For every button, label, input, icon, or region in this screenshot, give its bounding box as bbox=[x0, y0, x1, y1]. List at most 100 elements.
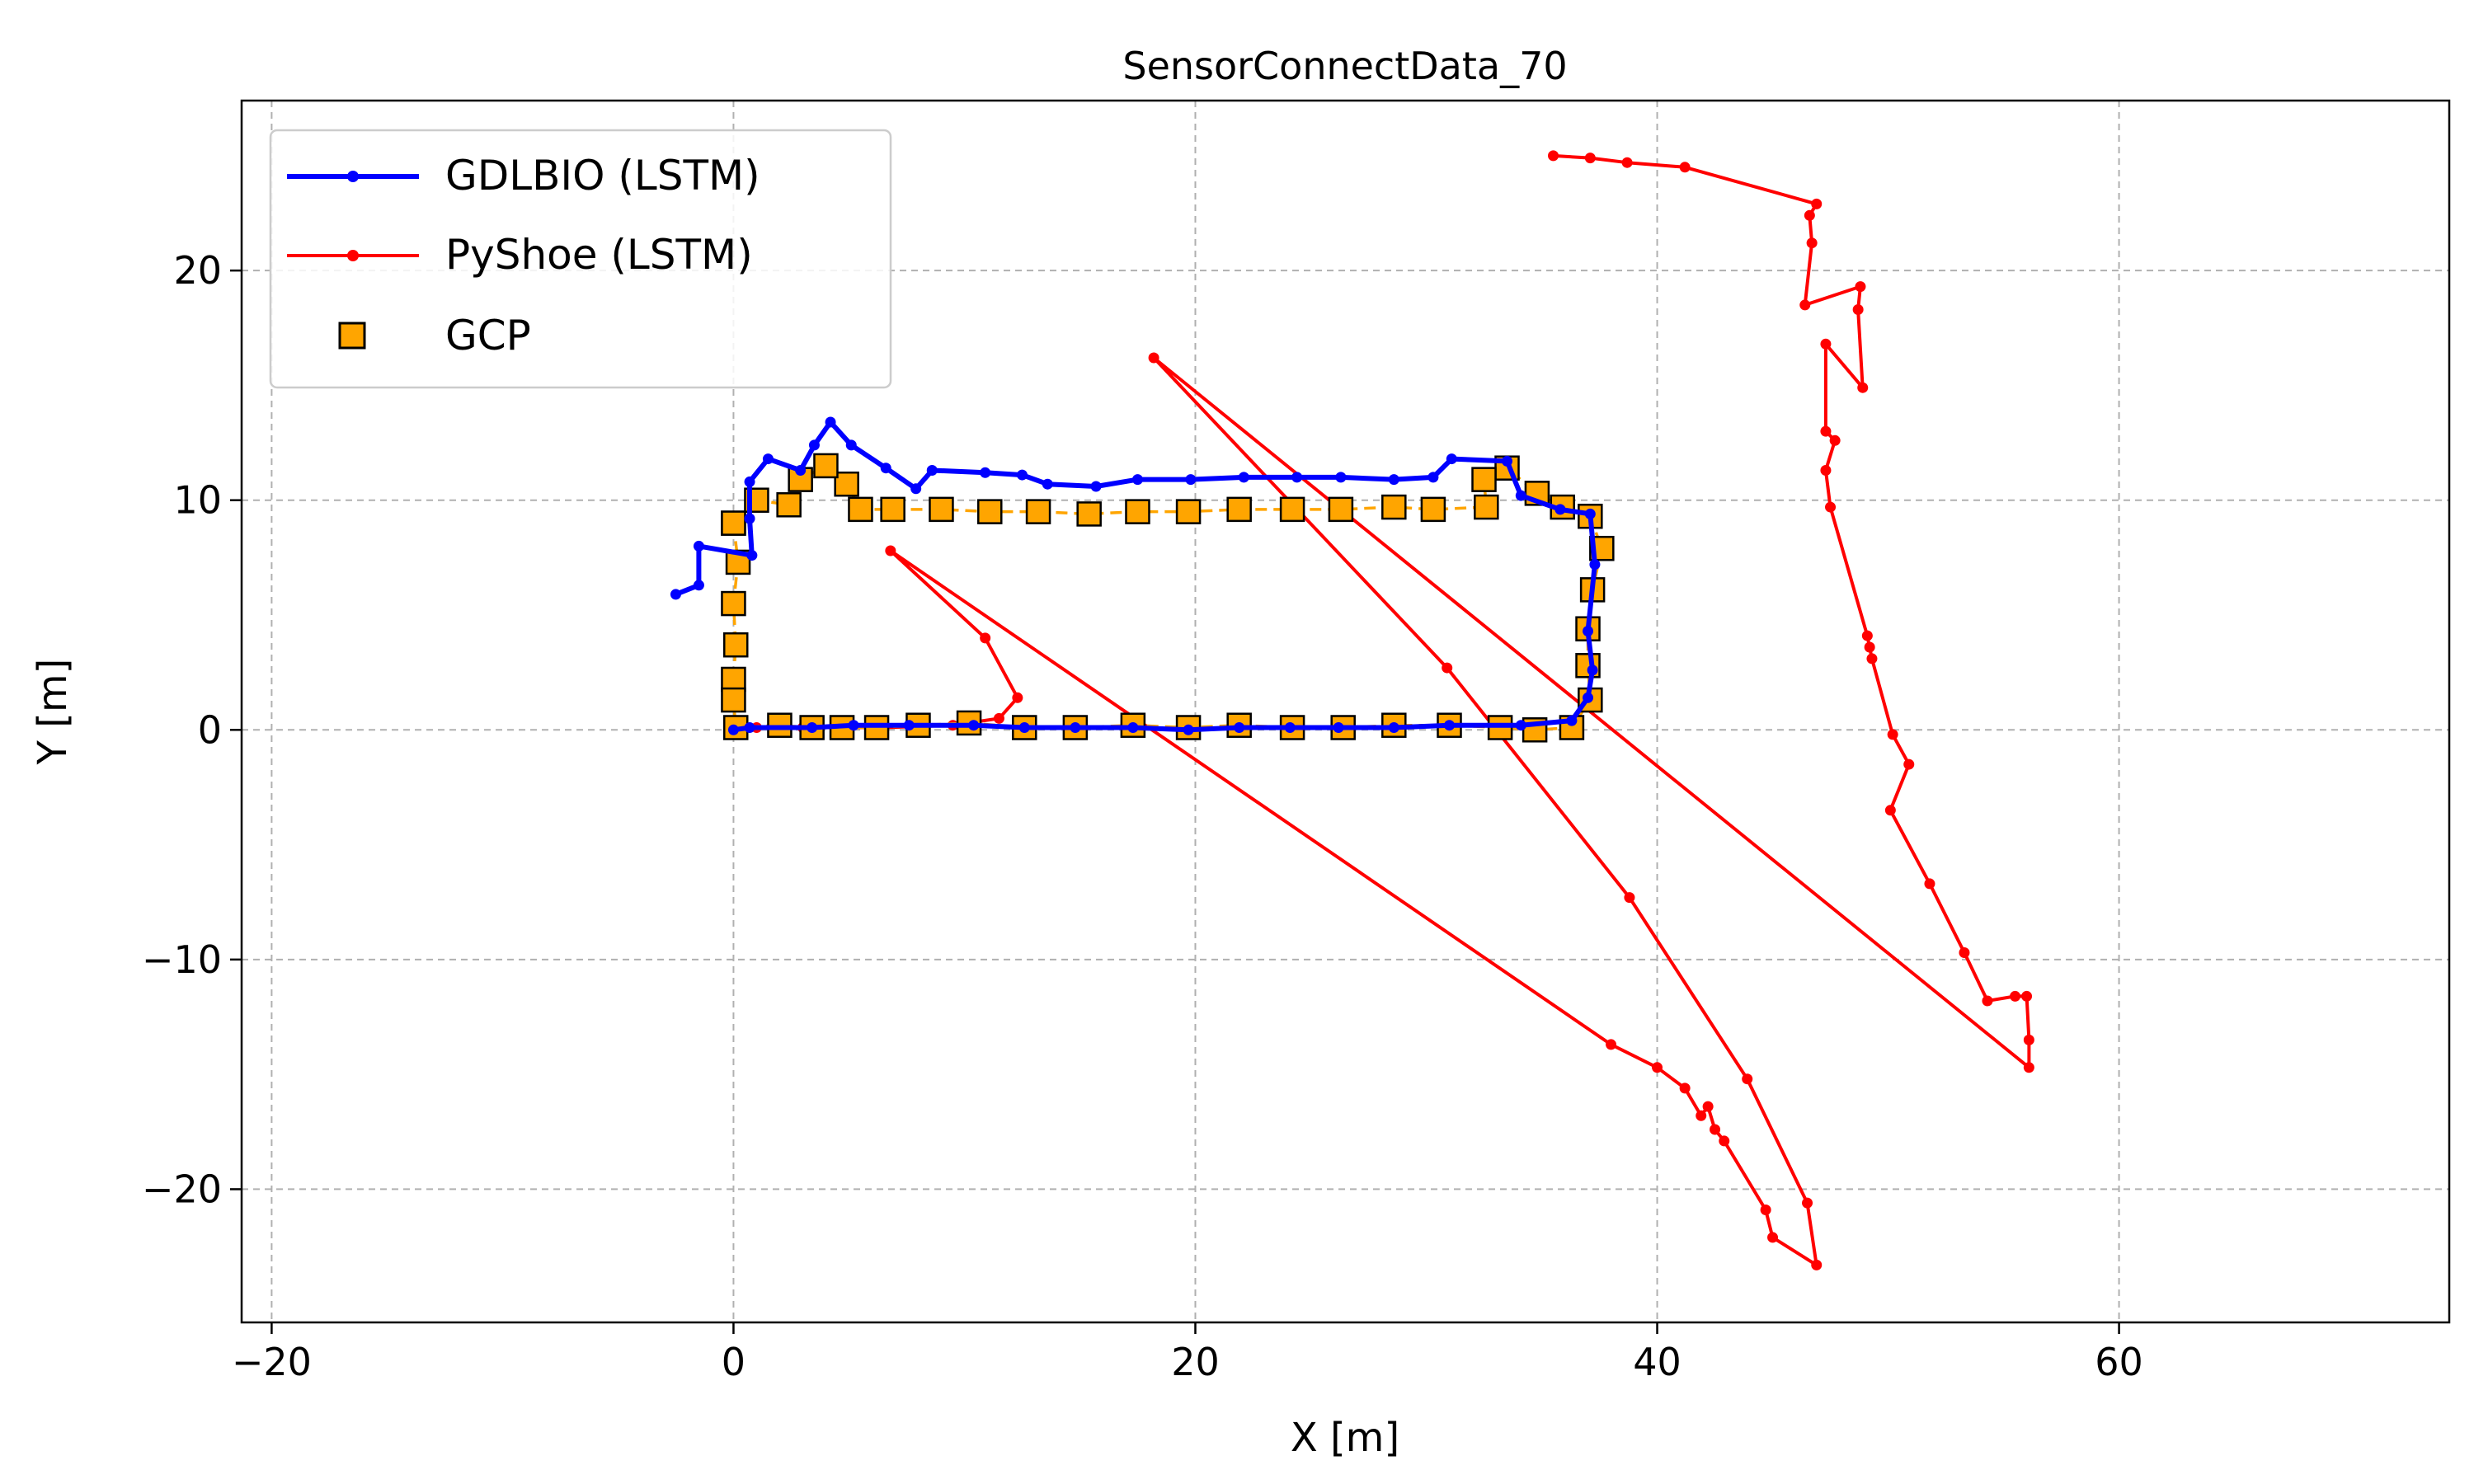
data-point-gdlbio bbox=[1584, 508, 1596, 519]
y-tick-label: −20 bbox=[142, 1167, 222, 1211]
data-point-pyshoe bbox=[1825, 501, 1837, 513]
data-point-pyshoe bbox=[1884, 805, 1896, 816]
data-point-pyshoe bbox=[1857, 382, 1869, 393]
x-tick-label: 40 bbox=[1633, 1340, 1681, 1384]
data-point-gcp bbox=[1279, 496, 1305, 523]
data-point-pyshoe bbox=[980, 632, 991, 644]
data-point-gcp bbox=[721, 590, 746, 617]
data-point-gdlbio bbox=[1335, 472, 1347, 483]
data-point-gdlbio bbox=[1388, 722, 1399, 733]
data-point-gcp bbox=[813, 453, 839, 479]
data-point-gdlbio bbox=[670, 589, 681, 600]
data-point-pyshoe bbox=[1820, 465, 1832, 476]
data-point-gdlbio bbox=[807, 722, 818, 733]
data-point-gdlbio bbox=[1238, 472, 1249, 483]
data-point-gdlbio bbox=[1284, 722, 1296, 733]
data-point-pyshoe bbox=[1959, 947, 1970, 958]
data-point-gdlbio bbox=[727, 724, 739, 735]
data-point-gdlbio bbox=[1587, 665, 1598, 676]
grid-lines bbox=[242, 101, 2449, 1322]
data-point-gcp bbox=[1420, 496, 1446, 523]
data-point-pyshoe bbox=[1866, 653, 1878, 665]
data-point-pyshoe bbox=[1829, 434, 1841, 446]
data-point-gdlbio bbox=[1183, 724, 1194, 735]
y-axis-label: Y [m] bbox=[30, 659, 76, 766]
data-point-gcp bbox=[1471, 467, 1497, 492]
data-point-gdlbio bbox=[1554, 504, 1566, 515]
data-point-gdlbio bbox=[910, 483, 922, 495]
data-point-gdlbio bbox=[880, 463, 891, 474]
data-point-gcp bbox=[721, 510, 746, 536]
legend-entry-gdlbio: GDLBIO (LSTM) bbox=[287, 152, 760, 200]
legend-marker-gdlbio bbox=[347, 171, 359, 182]
data-point-pyshoe bbox=[1679, 1082, 1691, 1094]
data-point-pyshoe bbox=[1710, 1124, 1721, 1135]
data-point-gdlbio bbox=[1446, 453, 1457, 465]
data-point-gcp bbox=[1381, 494, 1407, 520]
legend-box bbox=[269, 129, 892, 389]
data-point-gcp bbox=[848, 496, 873, 523]
data-point-gdlbio bbox=[808, 439, 820, 451]
data-point-pyshoe bbox=[1652, 1062, 1663, 1073]
data-point-pyshoe bbox=[1442, 662, 1453, 674]
data-point-gdlbio bbox=[1515, 490, 1526, 501]
legend-marker-gcp bbox=[338, 322, 366, 350]
data-point-gcp bbox=[880, 496, 905, 523]
data-point-pyshoe bbox=[1584, 153, 1596, 164]
data-point-gcp bbox=[1328, 496, 1354, 523]
data-point-gcp bbox=[1125, 499, 1150, 524]
data-point-gdlbio bbox=[1333, 722, 1344, 733]
data-point-gdlbio bbox=[1589, 559, 1601, 571]
data-point-gdlbio bbox=[1388, 474, 1399, 486]
series-gdlbio bbox=[670, 416, 1601, 735]
data-point-gcp bbox=[1076, 501, 1102, 527]
data-point-pyshoe bbox=[2023, 1062, 2034, 1073]
plot-frame bbox=[240, 99, 2451, 1324]
data-point-gdlbio bbox=[744, 722, 755, 733]
legend-label-gdlbio: GDLBIO (LSTM) bbox=[445, 152, 760, 200]
data-point-pyshoe bbox=[885, 545, 896, 556]
data-point-gdlbio bbox=[1042, 478, 1053, 490]
data-point-gdlbio bbox=[1127, 722, 1139, 733]
data-point-gcp bbox=[722, 632, 749, 658]
legend: GDLBIO (LSTM) PyShoe (LSTM) GCP bbox=[269, 129, 892, 389]
data-point-gdlbio bbox=[1291, 472, 1303, 483]
chart-title: SensorConnectData_70 bbox=[1122, 44, 1567, 88]
y-axis: −20 −10 0 10 20 bbox=[142, 248, 242, 1211]
x-axis: −20 0 20 40 60 bbox=[232, 1322, 2143, 1384]
x-tick-label: 0 bbox=[722, 1340, 745, 1384]
x-axis-label: X [m] bbox=[1291, 1415, 1399, 1461]
legend-entry-gcp: GCP bbox=[338, 312, 531, 359]
legend-entry-pyshoe: PyShoe (LSTM) bbox=[287, 231, 753, 279]
data-point-pyshoe bbox=[1982, 995, 1993, 1007]
data-point-gcp bbox=[1025, 499, 1051, 524]
data-point-pyshoe bbox=[2021, 990, 2033, 1002]
data-point-gdlbio bbox=[1566, 715, 1578, 726]
data-point-gcp bbox=[834, 471, 859, 497]
data-point-gdlbio bbox=[903, 720, 915, 731]
data-point-gdlbio bbox=[693, 580, 704, 591]
data-point-pyshoe bbox=[1820, 338, 1832, 350]
data-point-gdlbio bbox=[1583, 626, 1594, 636]
data-point-gdlbio bbox=[926, 465, 938, 476]
data-point-pyshoe bbox=[1852, 304, 1864, 315]
data-point-pyshoe bbox=[1767, 1232, 1779, 1243]
data-point-gcp bbox=[929, 496, 954, 523]
x-tick-label: 20 bbox=[1171, 1340, 1220, 1384]
data-point-gdlbio bbox=[825, 416, 836, 428]
data-point-pyshoe bbox=[1864, 641, 1875, 653]
data-point-gcp bbox=[776, 492, 802, 518]
data-point-pyshoe bbox=[1861, 630, 1873, 641]
data-point-pyshoe bbox=[2010, 990, 2021, 1002]
data-point-gdlbio bbox=[1583, 692, 1594, 703]
legend-marker-pyshoe bbox=[347, 250, 359, 261]
data-point-gdlbio bbox=[1234, 722, 1245, 733]
data-point-gdlbio bbox=[1131, 474, 1143, 486]
y-tick-label: 20 bbox=[173, 248, 222, 293]
legend-label-gcp: GCP bbox=[445, 312, 531, 359]
data-point-pyshoe bbox=[1811, 1259, 1823, 1270]
data-point-pyshoe bbox=[993, 712, 1004, 724]
data-point-gdlbio bbox=[746, 550, 758, 561]
data-point-pyshoe bbox=[1148, 352, 1159, 364]
